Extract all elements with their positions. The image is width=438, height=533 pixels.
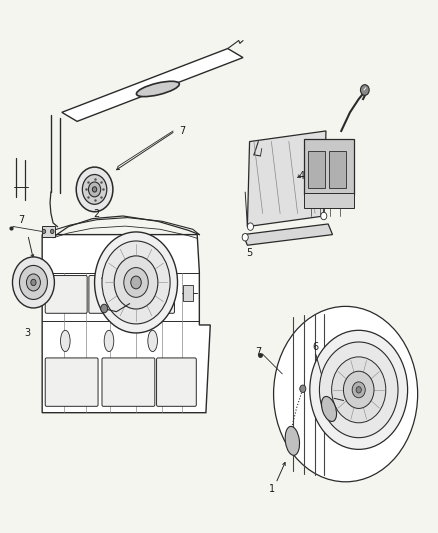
FancyBboxPatch shape xyxy=(45,276,87,313)
Polygon shape xyxy=(247,131,326,227)
Ellipse shape xyxy=(285,426,300,455)
Bar xyxy=(304,139,354,195)
Circle shape xyxy=(114,256,158,309)
Ellipse shape xyxy=(136,81,179,96)
Ellipse shape xyxy=(148,330,157,352)
Circle shape xyxy=(95,232,177,333)
Circle shape xyxy=(50,229,54,233)
Text: 3: 3 xyxy=(24,328,30,338)
Text: 2: 2 xyxy=(93,209,99,220)
Circle shape xyxy=(310,330,408,449)
FancyBboxPatch shape xyxy=(183,285,193,301)
Circle shape xyxy=(247,223,254,230)
Bar xyxy=(307,151,325,188)
Circle shape xyxy=(360,85,369,95)
Circle shape xyxy=(101,304,108,313)
Text: 5: 5 xyxy=(247,248,253,258)
Circle shape xyxy=(92,187,97,192)
Circle shape xyxy=(332,357,386,423)
Text: 6: 6 xyxy=(312,342,318,352)
Circle shape xyxy=(343,371,374,408)
Circle shape xyxy=(12,257,54,308)
Circle shape xyxy=(102,241,170,324)
Circle shape xyxy=(26,274,40,291)
Ellipse shape xyxy=(321,397,336,422)
Circle shape xyxy=(19,265,47,300)
FancyBboxPatch shape xyxy=(89,276,131,313)
Text: 1: 1 xyxy=(269,484,276,494)
Ellipse shape xyxy=(104,330,114,352)
Text: 7: 7 xyxy=(18,215,25,225)
Circle shape xyxy=(131,276,141,289)
Ellipse shape xyxy=(60,330,70,352)
Polygon shape xyxy=(62,49,243,122)
Circle shape xyxy=(300,385,306,392)
Circle shape xyxy=(76,167,113,212)
Circle shape xyxy=(321,212,327,220)
Circle shape xyxy=(31,279,36,286)
FancyBboxPatch shape xyxy=(45,358,98,406)
Circle shape xyxy=(242,233,248,241)
Polygon shape xyxy=(243,224,332,245)
Circle shape xyxy=(319,342,398,438)
FancyBboxPatch shape xyxy=(156,358,196,406)
Bar xyxy=(304,193,354,208)
Circle shape xyxy=(274,306,418,482)
Circle shape xyxy=(88,182,101,197)
Bar xyxy=(328,151,346,188)
Circle shape xyxy=(42,229,46,233)
FancyBboxPatch shape xyxy=(102,358,155,406)
Circle shape xyxy=(356,386,361,393)
Circle shape xyxy=(82,174,107,204)
Circle shape xyxy=(124,268,148,297)
Text: 4: 4 xyxy=(299,171,305,181)
Polygon shape xyxy=(42,235,210,413)
FancyBboxPatch shape xyxy=(133,276,174,313)
Circle shape xyxy=(352,382,365,398)
Text: 7: 7 xyxy=(255,346,261,357)
Bar xyxy=(42,225,55,237)
Text: 7: 7 xyxy=(179,126,185,136)
